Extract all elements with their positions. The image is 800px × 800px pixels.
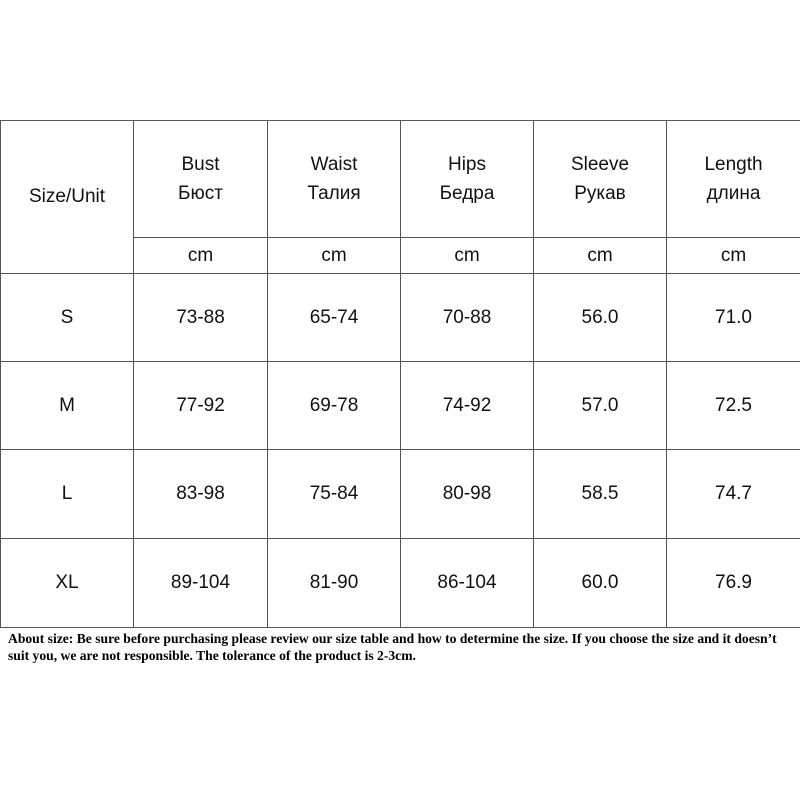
unit-row: cm cm cm cm cm (1, 237, 800, 274)
unit-cell: cm (533, 237, 667, 274)
header-ru: длина (706, 183, 761, 204)
data-row: S 73-88 65-74 70-88 56.0 71.0 (0, 273, 800, 362)
unit-cell: cm (400, 237, 534, 274)
value-cell: 76.9 (666, 538, 800, 628)
value-cell: 69-78 (267, 361, 401, 450)
value-cell: 83-98 (133, 449, 268, 539)
data-row: M 77-92 69-78 74-92 57.0 72.5 (0, 361, 800, 450)
value-cell: 65-74 (267, 273, 401, 362)
value-cell: 58.5 (533, 449, 667, 539)
header-ru: Бедра (439, 183, 495, 204)
value-cell: 74.7 (666, 449, 800, 539)
header-en: Waist (310, 154, 358, 175)
value-cell: 86-104 (400, 538, 534, 628)
size-cell: S (0, 273, 134, 362)
unit-cell: cm (666, 237, 800, 274)
value-cell: 89-104 (133, 538, 268, 628)
header-cell: Hips Бедра (400, 120, 534, 238)
value-cell: 80-98 (400, 449, 534, 539)
value-cell: 71.0 (666, 273, 800, 362)
header-en: Sleeve (570, 154, 630, 175)
header-en: Hips (447, 154, 486, 175)
header-ru: Талия (307, 183, 361, 204)
value-cell: 57.0 (533, 361, 667, 450)
data-row: L 83-98 75-84 80-98 58.5 74.7 (0, 449, 800, 539)
size-cell: XL (0, 538, 134, 628)
value-cell: 77-92 (133, 361, 268, 450)
header-en: Length (704, 154, 763, 175)
unit-cell: cm (133, 237, 268, 274)
value-cell: 72.5 (666, 361, 800, 450)
table-body: Size/Unit Bust Бюст Waist Талия Hips Бедра Slee… (0, 120, 800, 628)
data-row: XL 89-104 81-90 86-104 60.0 76.9 (0, 538, 800, 628)
value-cell: 73-88 (133, 273, 268, 362)
size-note: About size: Be sure before purchasing pl… (8, 631, 777, 663)
size-cell: L (0, 449, 134, 539)
header-cell: Bust Бюст (133, 120, 268, 238)
header-ru: Бюст (178, 183, 223, 204)
corner-cell: Size/Unit (0, 120, 134, 274)
value-cell: 70-88 (400, 273, 534, 362)
header-cell: Waist Талия (267, 120, 401, 238)
value-cell: 60.0 (533, 538, 667, 628)
value-cell: 81-90 (267, 538, 401, 628)
header-row: Size/Unit Bust Бюст Waist Талия Hips Бедра Slee… (0, 120, 800, 274)
unit-cell: cm (267, 237, 401, 274)
header-en: Bust (181, 154, 220, 175)
header-ru: Рукав (574, 183, 626, 204)
value-cell: 74-92 (400, 361, 534, 450)
value-cell: 56.0 (533, 273, 667, 362)
header-cell: Length длина (666, 120, 800, 238)
header-cell: Sleeve Рукав (533, 120, 667, 238)
value-cell: 75-84 (267, 449, 401, 539)
size-table: Size/Unit Bust Бюст Waist Талия Hips Бедра Slee… (0, 120, 800, 628)
size-cell: M (0, 361, 134, 450)
